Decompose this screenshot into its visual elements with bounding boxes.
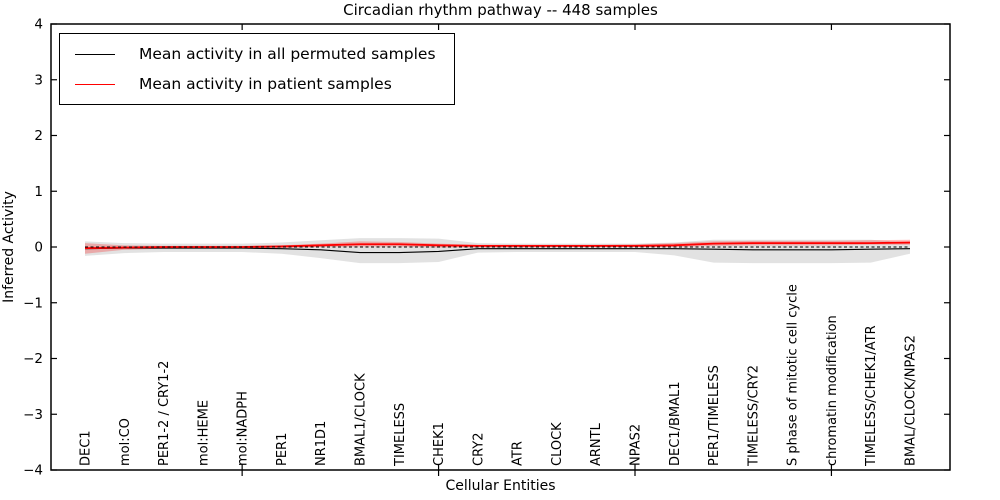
x-entity-label: BMAL/CLOCK/NPAS2 — [904, 335, 919, 466]
legend-label-permuted: Mean activity in all permuted samples — [139, 45, 436, 63]
x-entity-label: NPAS2 — [629, 424, 644, 466]
x-entity-label: mol:NADPH — [236, 391, 251, 466]
x-entity-label: NR1D1 — [314, 421, 329, 466]
x-entity-label: TIMELESS/CRY2 — [746, 365, 761, 467]
x-entity-label: S phase of mitotic cell cycle — [786, 284, 801, 466]
x-entity-label: ATR — [511, 441, 526, 466]
legend: Mean activity in all permuted samples Me… — [59, 33, 455, 105]
legend-item-patient: Mean activity in patient samples — [75, 69, 436, 99]
x-axis-label: Cellular Entities — [445, 478, 556, 494]
legend-line-patient-icon — [75, 83, 115, 85]
legend-line-permuted-icon — [75, 53, 115, 55]
y-tick-label: 3 — [34, 72, 43, 88]
x-entity-label: chromatin modification — [825, 315, 840, 466]
x-entity-label: TIMELESS/CHEK1/ATR — [864, 325, 879, 467]
permuted-mean-line — [84, 247, 911, 254]
y-tick-label: 1 — [34, 184, 43, 200]
y-tick-label: −4 — [23, 463, 43, 479]
x-entity-label: PER1 — [275, 433, 290, 466]
x-entity-label: PER1/TIMELESS — [707, 365, 722, 466]
x-entity-label: CRY2 — [471, 433, 486, 467]
y-tick-label: −1 — [23, 295, 43, 311]
y-tick-label: 0 — [34, 240, 43, 256]
chart-title: Circadian rhythm pathway -- 448 samples — [343, 1, 658, 19]
x-entity-label: mol:HEME — [196, 400, 211, 466]
x-entity-label: CLOCK — [550, 422, 565, 466]
x-entity-label: DEC1/BMAL1 — [668, 382, 683, 467]
x-entity-label: PER1-2 / CRY1-2 — [157, 361, 172, 466]
x-entity-label: ARNTL — [589, 422, 604, 466]
x-entity-label: TIMELESS — [393, 403, 408, 467]
y-tick-label: −3 — [23, 407, 43, 423]
x-entity-label: DEC1 — [79, 430, 94, 466]
x-entity-label: BMAL1/CLOCK — [354, 373, 369, 466]
legend-item-permuted: Mean activity in all permuted samples — [75, 39, 436, 69]
y-tick-label: 4 — [34, 17, 43, 33]
x-entity-label: mol:CO — [118, 418, 133, 466]
y-tick-label: 2 — [34, 128, 43, 144]
y-axis-label: Inferred Activity — [1, 191, 17, 303]
y-tick-label: −2 — [23, 351, 43, 367]
x-entity-label: CHEK1 — [432, 422, 447, 466]
legend-label-patient: Mean activity in patient samples — [139, 75, 392, 93]
